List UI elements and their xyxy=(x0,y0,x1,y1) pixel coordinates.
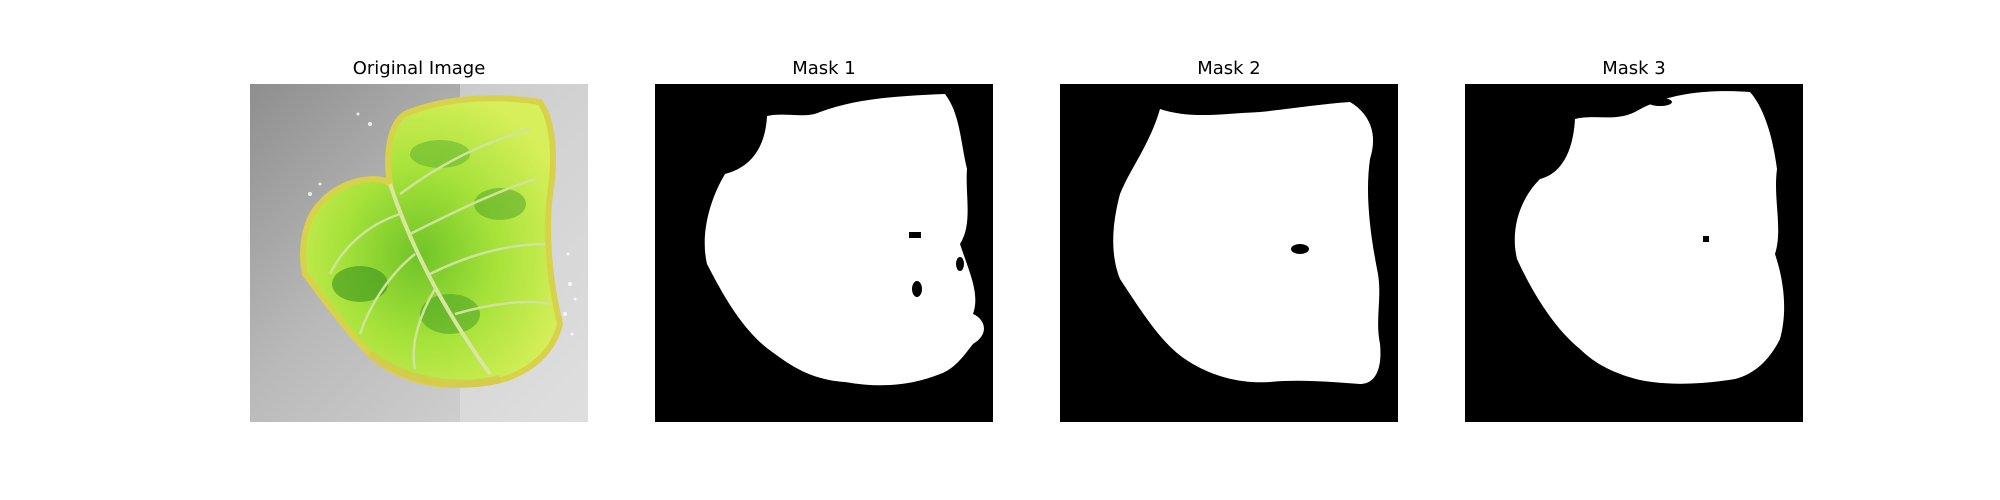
panel-mask-3: Mask 3 xyxy=(1465,0,1803,500)
panel-title: Original Image xyxy=(352,58,486,79)
mask-1-image xyxy=(655,84,993,422)
panel-mask-2: Mask 2 xyxy=(1060,0,1398,500)
panel-original-image: Original Image xyxy=(250,0,588,500)
panel-title: Mask 1 xyxy=(792,58,856,79)
panel-title: Mask 3 xyxy=(1602,58,1666,79)
panel-title: Mask 2 xyxy=(1197,58,1261,79)
original-leaf-image xyxy=(250,84,588,422)
panel-mask-1: Mask 1 xyxy=(655,0,993,500)
mask-3-image xyxy=(1465,84,1803,422)
mask-2-image xyxy=(1060,84,1398,422)
